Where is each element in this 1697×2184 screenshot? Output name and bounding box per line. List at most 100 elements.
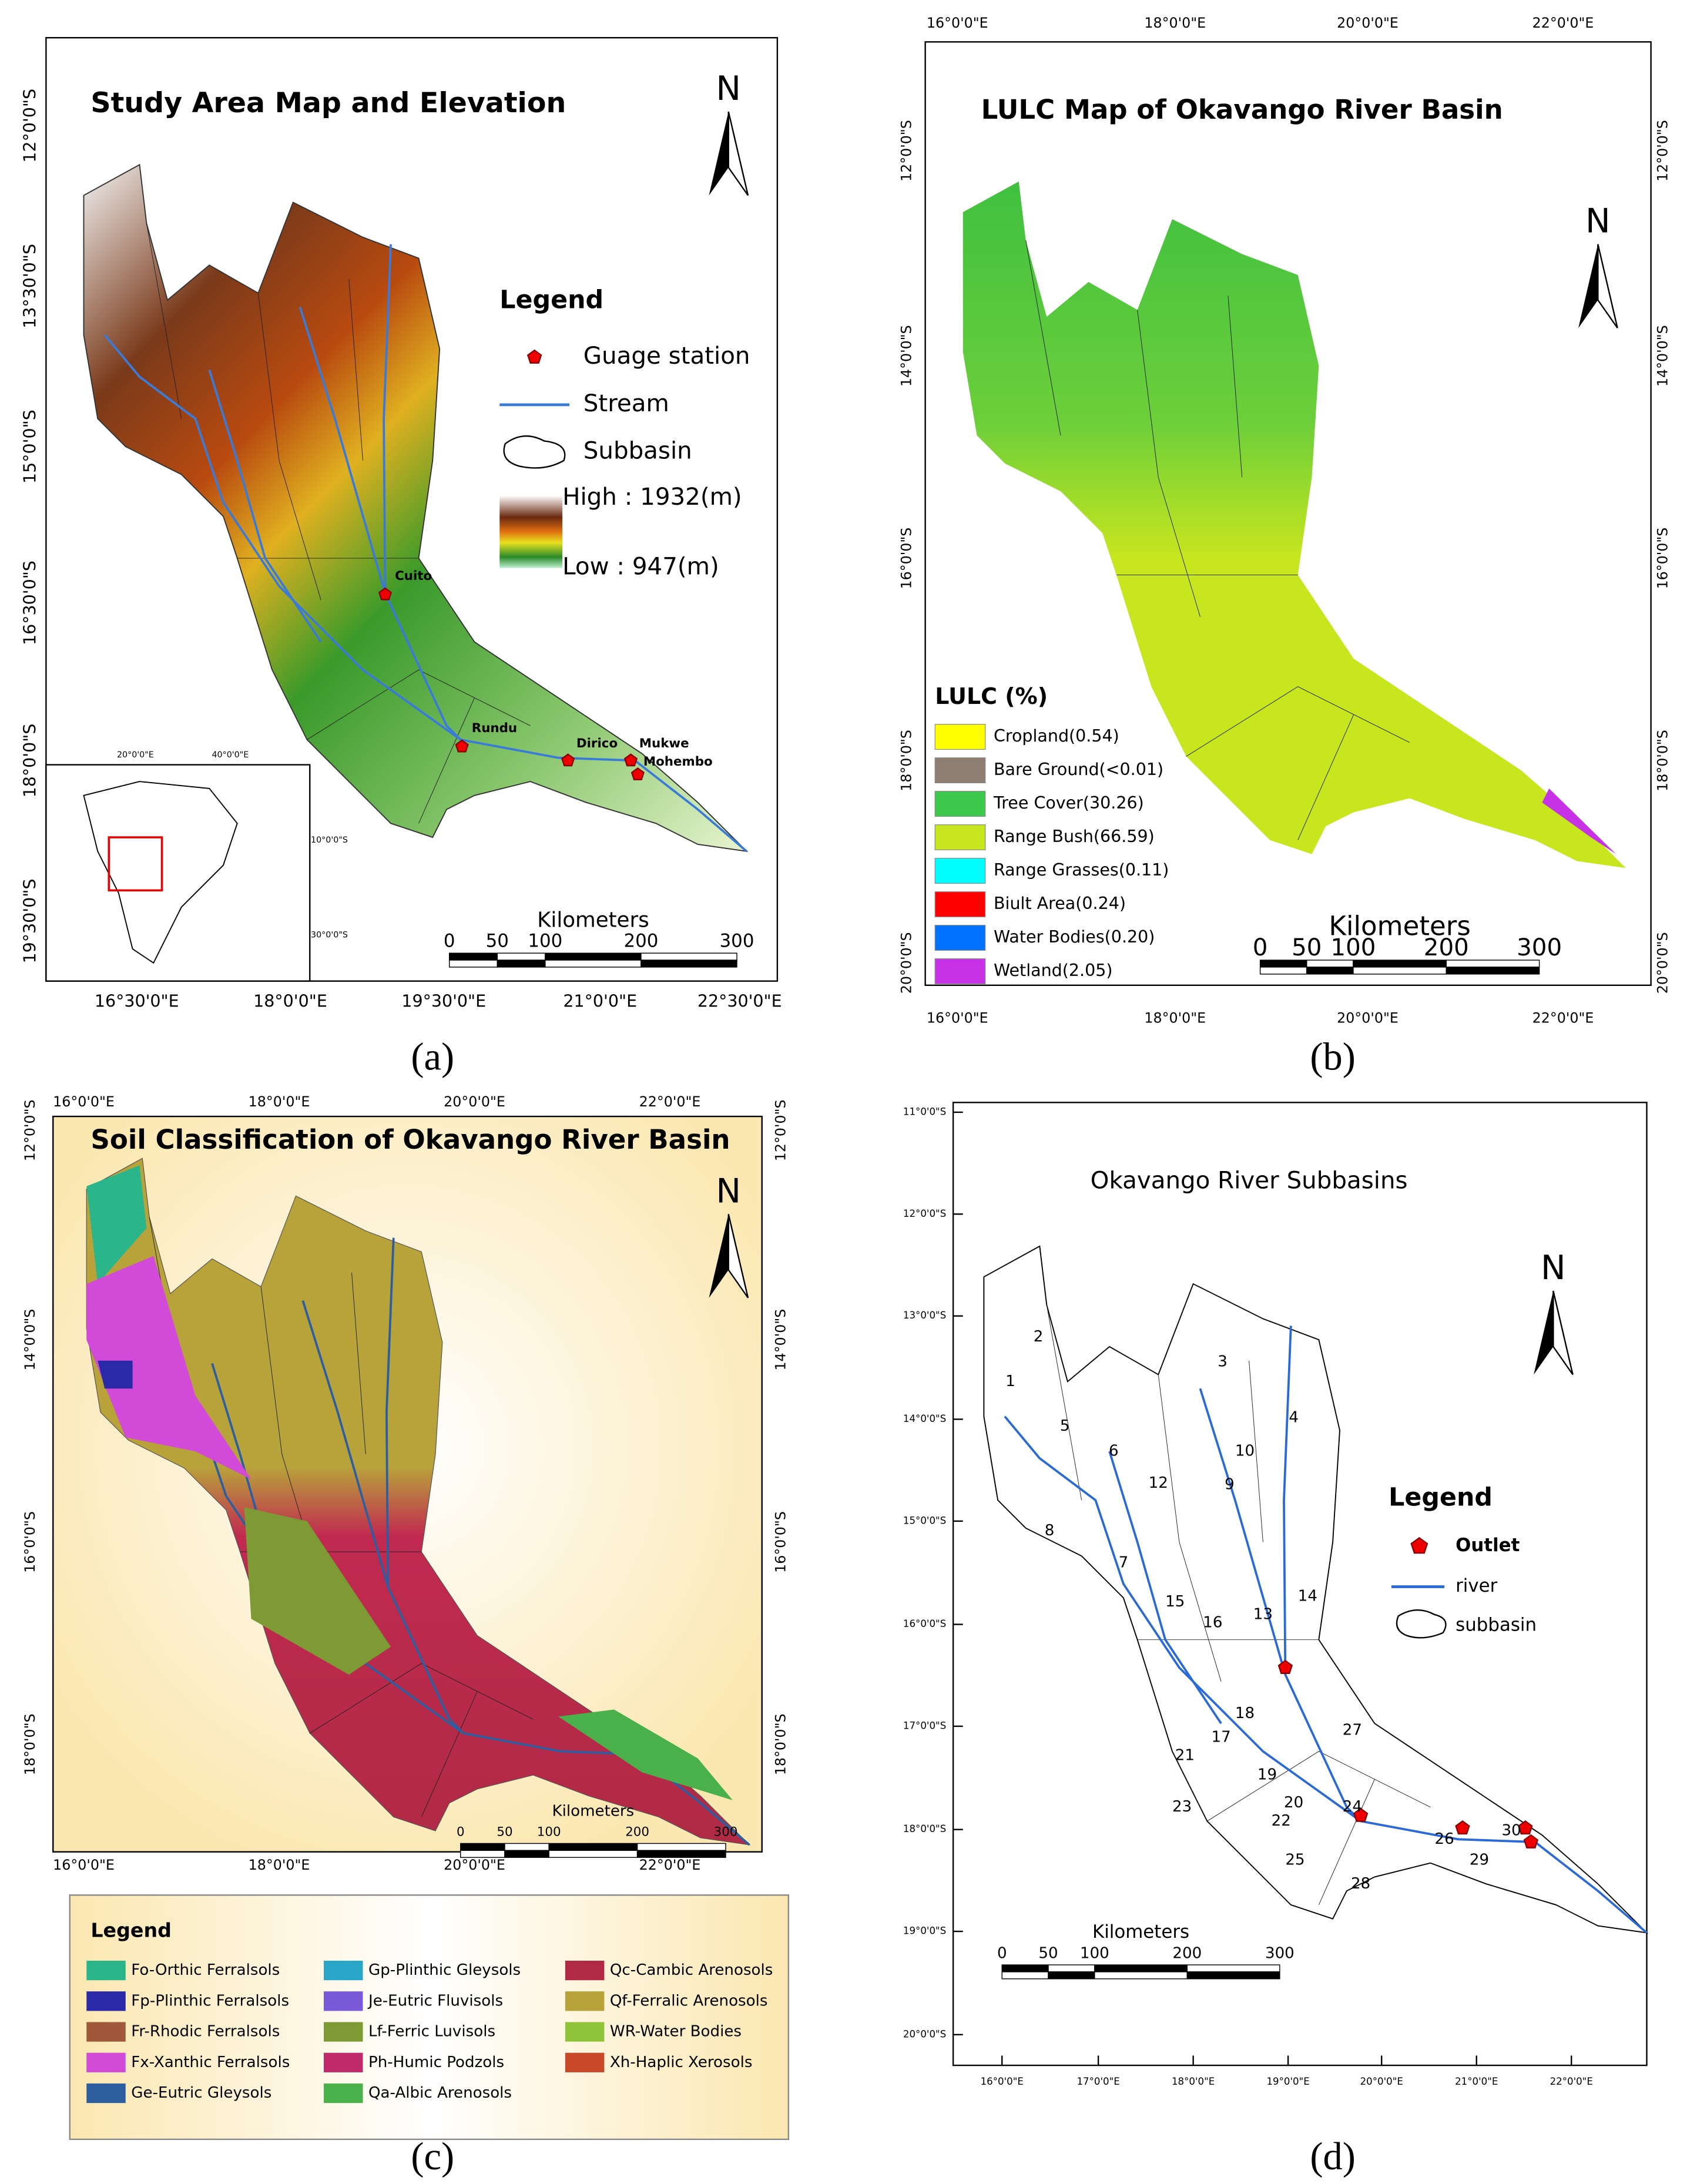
- scale-seg: [1094, 1971, 1188, 1980]
- subbasin-number: 13: [1253, 1605, 1273, 1623]
- subbasin-number: 16: [1203, 1614, 1222, 1632]
- station-marker: [526, 349, 542, 364]
- soil-unit: [98, 1360, 133, 1389]
- caption: (a): [411, 1035, 454, 1078]
- scale-tick: 0: [444, 931, 455, 952]
- lon-label: 16°0'0"E: [53, 1857, 115, 1873]
- legend-swatch: [324, 2022, 363, 2042]
- scale-tick: 50: [486, 931, 509, 952]
- lon-label: 18°0'0"E: [1172, 2076, 1215, 2087]
- subbasin-line: [418, 697, 475, 824]
- lat-label: 20°0'0"S: [1655, 932, 1671, 994]
- panel-title: Study Area Map and Elevation: [90, 87, 566, 119]
- legend-swatch: [324, 2052, 363, 2072]
- station-label: Cuito: [395, 569, 432, 583]
- subbasin-number: 4: [1289, 1409, 1299, 1427]
- lon-label: 22°0'0"E: [1550, 2076, 1593, 2087]
- subbasin-number: 27: [1343, 1722, 1362, 1739]
- subbasin-number: 29: [1470, 1851, 1489, 1868]
- scale-tick: 0: [1253, 934, 1268, 961]
- lat-label: 16°0'0"S: [1655, 528, 1671, 589]
- legend-item: Fo-Orthic Ferralsols: [131, 1961, 280, 1979]
- scale-tick: 100: [1330, 934, 1376, 961]
- subbasin-line: [307, 669, 531, 740]
- river: [208, 369, 322, 643]
- basin: [962, 181, 1626, 868]
- scale-seg: [1094, 1964, 1188, 1972]
- legend-swatch: [565, 2052, 605, 2072]
- north-label: N: [716, 1172, 741, 1210]
- lon-label: 20°0'0"E: [1337, 15, 1398, 31]
- scale-seg: [636, 1843, 726, 1851]
- scale-tick: 200: [625, 1824, 649, 1839]
- scale-tick: 0: [457, 1824, 465, 1839]
- scale-tick: 50: [497, 1824, 512, 1839]
- scale-tick: 100: [537, 1824, 561, 1839]
- scale-tick: 300: [1265, 1945, 1294, 1962]
- subbasin-line: [146, 223, 182, 419]
- legend-item: Range Grasses(0.11): [994, 860, 1169, 880]
- river: [103, 334, 747, 853]
- subbasin-number: 14: [1298, 1588, 1317, 1605]
- lat-label: 18°0'0"S: [903, 1823, 946, 1834]
- legend-swatch: [934, 958, 986, 985]
- subbasin-number: 25: [1285, 1851, 1304, 1868]
- subbasin-line: [1249, 1360, 1263, 1542]
- inset-box: [108, 836, 163, 892]
- subbasin-line: [1137, 310, 1200, 617]
- wetland: [1542, 788, 1616, 854]
- scale-seg: [1353, 967, 1447, 975]
- scale-tick: 200: [623, 931, 658, 952]
- subbasin-number: 30: [1502, 1822, 1521, 1840]
- caption: (d): [1310, 2135, 1356, 2178]
- lon-label: 16°0'0"E: [53, 1093, 115, 1110]
- scale-seg: [1048, 1964, 1095, 1972]
- scale-seg: [504, 1843, 549, 1851]
- scale-seg: [1001, 1971, 1049, 1980]
- lon-label: 16°30'0"E: [95, 991, 179, 1011]
- subbasin-number: 18: [1235, 1705, 1255, 1722]
- legend-swatch: [565, 1960, 605, 1981]
- subbasin-number: 8: [1045, 1522, 1055, 1539]
- legend-subbasin: [503, 435, 566, 469]
- subbasin-number: 22: [1272, 1812, 1291, 1830]
- lon-label: 21°0'0"E: [1455, 2076, 1498, 2087]
- subbasin-number: 3: [1218, 1353, 1228, 1371]
- scale-seg: [1446, 967, 1540, 975]
- legend-low: Low : 947(m): [562, 553, 719, 581]
- subbasin-line: [1207, 1751, 1431, 1821]
- panel-title: Okavango River Subbasins: [1091, 1167, 1408, 1195]
- river: [1199, 1388, 1287, 1675]
- subbasin-number: 1: [1005, 1373, 1015, 1390]
- subbasin-number: 7: [1119, 1554, 1129, 1572]
- subbasin-number: 15: [1165, 1593, 1185, 1611]
- station-marker: [378, 587, 393, 600]
- scale-seg: [545, 960, 642, 968]
- scale-seg: [548, 1843, 638, 1851]
- subbasin-number: 20: [1284, 1794, 1303, 1811]
- legend-swatch: [934, 724, 986, 750]
- station-marker: [630, 767, 645, 781]
- legend-item: Je-Eutric Fluvisols: [367, 1992, 503, 2009]
- legend-item: Fp-Plinthic Ferralsols: [131, 1992, 289, 2009]
- legend-subbasin: [1396, 1609, 1447, 1639]
- scale-title: Kilometers: [1092, 1921, 1189, 1943]
- north-arrow: [727, 111, 749, 196]
- caption: (b): [1310, 1035, 1356, 1078]
- scale-title: Kilometers: [552, 1802, 635, 1820]
- legend-swatch: [565, 2022, 605, 2042]
- subbasin-line: [421, 1691, 478, 1817]
- subbasin-number: 2: [1034, 1328, 1044, 1346]
- scale-seg: [1353, 960, 1447, 968]
- subbasin-line: [1228, 296, 1243, 478]
- basin: [983, 1245, 1649, 1934]
- legend-item: Qf-Ferralic Arenosols: [610, 1992, 768, 2009]
- lon-label: 18°0'0"E: [253, 991, 327, 1011]
- inset-label: 30°0'0"S: [311, 930, 348, 940]
- legend-item: WR-Water Bodies: [610, 2023, 742, 2041]
- legend-swatch: [934, 858, 986, 884]
- lat-label: 12°0'0"S: [898, 120, 914, 182]
- scale-seg: [545, 952, 642, 961]
- subbasin-number: 12: [1149, 1474, 1168, 1492]
- soil-legend-box: [69, 1894, 790, 2141]
